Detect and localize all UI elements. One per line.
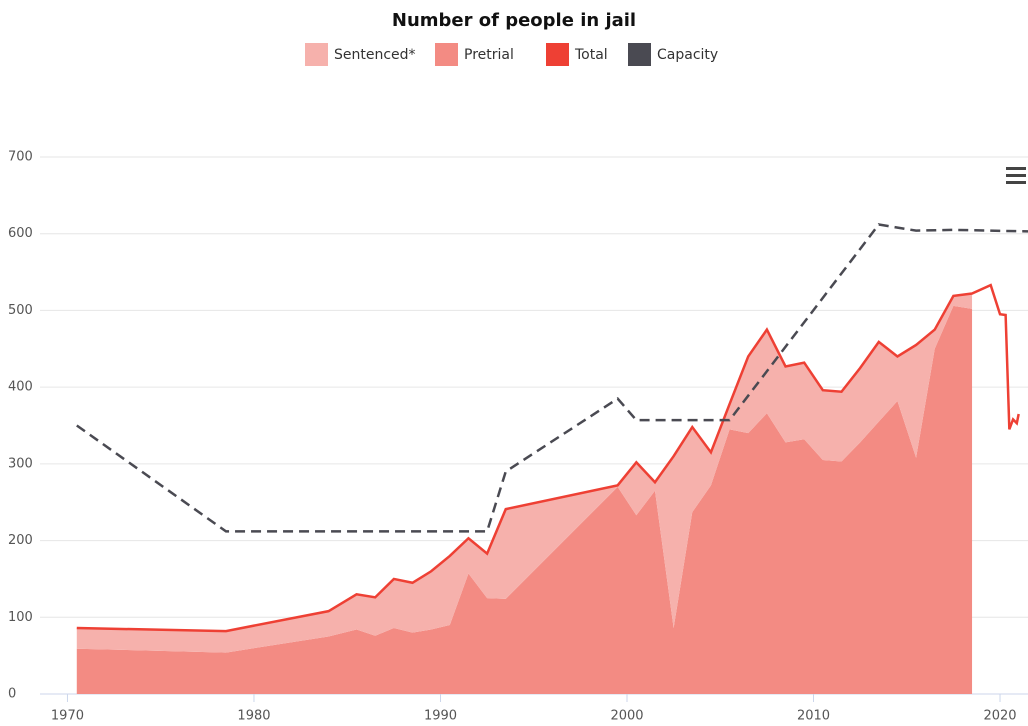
legend-swatch: [435, 43, 458, 66]
x-tick-label: 2020: [983, 709, 1016, 724]
x-tick-label: 1980: [237, 709, 270, 724]
legend-label: Capacity: [657, 47, 718, 63]
legend-label: Sentenced*: [334, 47, 416, 63]
y-tick-label: 0: [8, 687, 16, 702]
menu-bar: [1006, 174, 1026, 177]
area: [76, 305, 973, 694]
legend-label: Pretrial: [464, 47, 514, 63]
y-tick-label: 300: [8, 456, 33, 471]
y-tick-label: 200: [8, 533, 33, 548]
y-tick-label: 100: [8, 610, 33, 625]
x-tick-label: 2000: [610, 709, 643, 724]
y-tick-label: 600: [8, 226, 33, 241]
y-tick-label: 700: [8, 150, 33, 165]
legend-label: Total: [574, 47, 608, 63]
y-tick-label: 500: [8, 303, 33, 318]
menu-bar: [1006, 167, 1026, 170]
x-tick-label: 1990: [424, 709, 457, 724]
y-tick-label: 400: [8, 380, 33, 395]
x-tick-label: 1970: [51, 709, 84, 724]
chart-title: Number of people in jail: [392, 10, 636, 31]
legend-swatch: [546, 43, 569, 66]
line: [76, 283, 1020, 633]
x-tick-label: 2010: [797, 709, 830, 724]
legend-swatch: [305, 43, 328, 66]
menu-icon[interactable]: [1006, 167, 1026, 184]
menu-bar: [1006, 181, 1026, 184]
dashed-line: [76, 223, 1028, 533]
legend-swatch: [628, 43, 651, 66]
area: [76, 293, 973, 653]
